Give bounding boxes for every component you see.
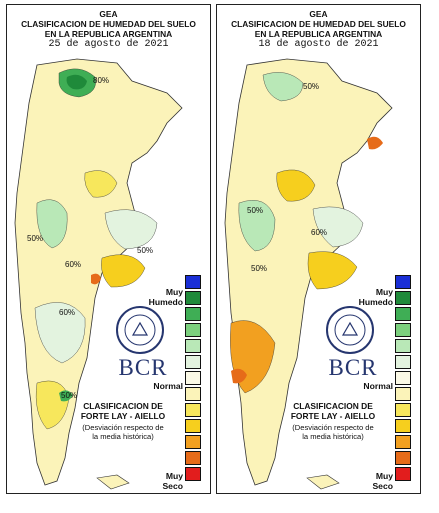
color-legend [185, 275, 201, 483]
legend-swatch [185, 419, 201, 433]
legend-top-1: Muy [165, 287, 183, 297]
legend-title: CLASIFICACION DE FORTE LAY - AIELLO [279, 401, 387, 421]
legend-swatch [185, 291, 201, 305]
dry-region-pampas [101, 254, 146, 288]
map-panel-left: GEA CLASIFICACION DE HUMEDAD DEL SUELO E… [6, 4, 211, 494]
normal-region-patagonia [34, 302, 86, 364]
very-dry-spot-northeast [367, 136, 383, 150]
normal-region-east [104, 209, 158, 250]
legend-swatch [185, 275, 201, 289]
contour-label: 60% [65, 260, 81, 269]
legend-label-normal: Normal [153, 381, 183, 391]
map-date: 25 de agosto de 2021 [48, 39, 169, 50]
very-dry-spot [231, 368, 247, 384]
legend-swatch [185, 387, 201, 401]
legend-top-2: Humedo [358, 297, 393, 307]
legend-swatch [185, 323, 201, 337]
contour-label: 60% [59, 308, 75, 317]
contour-label: 60% [311, 228, 327, 237]
legend-bottom-2: Seco [372, 481, 393, 491]
contour-label: 50% [251, 264, 267, 273]
dry-region-center [276, 169, 316, 202]
legend-swatch [185, 307, 201, 321]
contour-label: 50% [137, 246, 153, 255]
bcr-logo-text: BCR [118, 355, 168, 380]
legend-note-2: la media histórica) [302, 432, 364, 441]
map-panel-right: GEA CLASIFICACION DE HUMEDAD DEL SUELO E… [216, 4, 421, 494]
dry-region-center [84, 170, 118, 198]
legend-label-very-wet: Muy Humedo [139, 287, 183, 307]
legend-swatch [185, 467, 201, 481]
tierra-del-fuego [306, 474, 340, 490]
header-title: CLASIFICACION DE HUMEDAD DEL SUELO [21, 19, 196, 29]
bcr-seal-logo [326, 306, 374, 354]
contour-label: 50% [247, 206, 263, 215]
legend-swatch [395, 275, 411, 289]
color-legend [395, 275, 411, 483]
legend-label-very-dry: Muy Seco [349, 471, 393, 491]
very-dry-spot [91, 273, 101, 285]
legend-swatch [185, 403, 201, 417]
legend-swatch [185, 355, 201, 369]
normal-region-central [36, 199, 68, 249]
header-subtitle: EN LA REPUBLICA ARGENTINA [254, 29, 383, 39]
legend-label-normal: Normal [363, 381, 393, 391]
legend-swatch [395, 291, 411, 305]
argentina-soil-moisture-map: 50% 60% 50% 50% [224, 58, 393, 490]
legend-top-1: Muy [375, 287, 393, 297]
legend-swatch [395, 307, 411, 321]
legend-note-1: (Desviación respecto de [82, 423, 164, 432]
legend-swatch [395, 403, 411, 417]
header-gea: GEA [309, 9, 328, 19]
normal-region-north [262, 72, 304, 102]
header-gea: GEA [99, 9, 118, 19]
legend-title-1: CLASIFICACION DE [83, 401, 163, 411]
legend-swatch [395, 371, 411, 385]
legend-swatch [395, 387, 411, 401]
legend-swatch [395, 451, 411, 465]
legend-bottom-2: Seco [162, 481, 183, 491]
legend-swatch [395, 435, 411, 449]
map-date: 18 de agosto de 2021 [258, 39, 379, 50]
legend-swatch [395, 339, 411, 353]
legend-swatch [185, 451, 201, 465]
contour-label: 50% [303, 82, 319, 91]
legend-swatch [185, 371, 201, 385]
legend-note-2: la media histórica) [92, 432, 154, 441]
legend-label-very-dry: Muy Seco [139, 471, 183, 491]
contour-label: 50% [61, 391, 77, 400]
legend-bottom-1: Muy [165, 471, 183, 481]
bcr-logo-text: BCR [328, 355, 378, 380]
legend-swatch [185, 339, 201, 353]
legend-bottom-1: Muy [375, 471, 393, 481]
legend-swatch [395, 323, 411, 337]
legend-swatch [395, 355, 411, 369]
normal-region-east [312, 206, 364, 248]
tierra-del-fuego [96, 474, 130, 490]
wet-region-north-core [66, 74, 87, 90]
legend-swatch [395, 467, 411, 481]
contour-label: 50% [27, 234, 43, 243]
legend-label-very-wet: Muy Humedo [349, 287, 393, 307]
legend-swatch [185, 435, 201, 449]
argentina-soil-moisture-map: 80% 50% 60% 50% 60% 50% [14, 58, 183, 490]
argentina-outline [224, 58, 393, 486]
bcr-seal-logo [116, 306, 164, 354]
header-subtitle: EN LA REPUBLICA ARGENTINA [44, 29, 173, 39]
legend-swatch [395, 419, 411, 433]
wet-spot-coast [59, 390, 73, 402]
legend-top-2: Humedo [148, 297, 183, 307]
legend-note-1: (Desviación respecto de [292, 423, 374, 432]
legend-title-2: FORTE LAY - AIELLO [80, 411, 166, 421]
legend-title-2: FORTE LAY - AIELLO [290, 411, 376, 421]
normal-region-central [238, 200, 276, 252]
legend-title: CLASIFICACION DE FORTE LAY - AIELLO [69, 401, 177, 421]
argentina-outline [14, 58, 183, 486]
contour-label: 80% [93, 76, 109, 85]
legend-title-1: CLASIFICACION DE [293, 401, 373, 411]
legend-note: (Desviación respecto de la media históri… [69, 423, 177, 441]
legend-note: (Desviación respecto de la media históri… [279, 423, 387, 441]
dry-region-pampas [307, 251, 358, 290]
header-title: CLASIFICACION DE HUMEDAD DEL SUELO [231, 19, 406, 29]
